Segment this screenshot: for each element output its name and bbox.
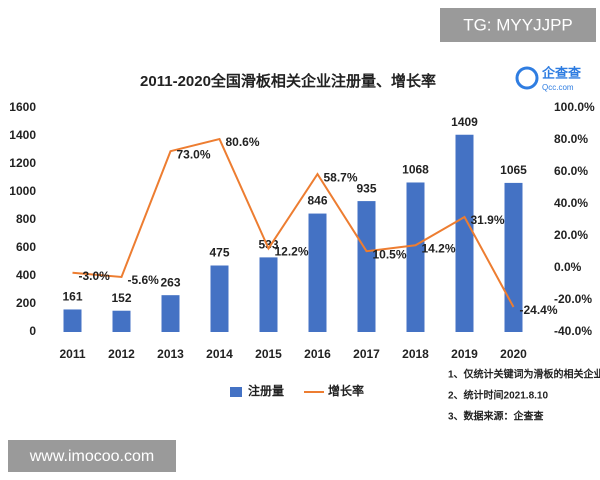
y-tick-label: 200 bbox=[16, 296, 36, 310]
data-label: 475 bbox=[209, 246, 229, 260]
x-tick-label: 2018 bbox=[402, 347, 429, 361]
y-tick-label: 1000 bbox=[9, 184, 36, 198]
data-label: 846 bbox=[307, 194, 327, 208]
y2-tick-label: -20.0% bbox=[554, 292, 592, 306]
bar bbox=[357, 201, 376, 332]
note: 2、统计时间2021.8.10 bbox=[448, 389, 548, 402]
note: 1、仅统计关键词为滑板的相关企业 bbox=[448, 368, 600, 381]
watermark: www.imocoo.com bbox=[29, 448, 154, 465]
bar bbox=[112, 310, 131, 332]
bar bbox=[63, 309, 82, 332]
data-label: 12.2% bbox=[275, 245, 309, 259]
logo-subtext: Qcc.com bbox=[542, 83, 574, 92]
watermark-box bbox=[8, 440, 176, 472]
y-tick-label: 1400 bbox=[9, 128, 36, 142]
bar bbox=[455, 134, 474, 332]
legend-key bbox=[230, 387, 242, 397]
data-label: 10.5% bbox=[373, 247, 407, 261]
x-tick-label: 2017 bbox=[353, 347, 380, 361]
logo-text: 企查查 bbox=[541, 65, 582, 80]
y2-tick-label: 60.0% bbox=[554, 164, 588, 178]
note: 3、数据来源：企查查 bbox=[448, 410, 545, 423]
y2-tick-label: 40.0% bbox=[554, 196, 588, 210]
y-tick-label: 800 bbox=[16, 212, 36, 226]
bar bbox=[161, 295, 180, 332]
y2-tick-label: 20.0% bbox=[554, 228, 588, 242]
x-tick-label: 2013 bbox=[157, 347, 184, 361]
chart-title: 2011-2020全国滑板相关企业注册量、增长率 bbox=[140, 72, 436, 90]
data-label: 58.7% bbox=[324, 170, 358, 184]
data-label: 1409 bbox=[451, 115, 478, 129]
data-label: 80.6% bbox=[226, 135, 260, 149]
y-tick-label: 1200 bbox=[9, 156, 36, 170]
y2-tick-label: 0.0% bbox=[554, 260, 582, 274]
y-tick-label: 0 bbox=[29, 324, 36, 338]
data-label: -24.4% bbox=[520, 303, 558, 317]
bar bbox=[210, 265, 229, 332]
x-tick-label: 2012 bbox=[108, 347, 135, 361]
x-tick-label: 2014 bbox=[206, 347, 233, 361]
data-label: 161 bbox=[62, 290, 82, 304]
watermark: TG: MYYJJPP bbox=[463, 15, 573, 34]
x-tick-label: 2019 bbox=[451, 347, 478, 361]
x-tick-label: 2011 bbox=[59, 347, 85, 361]
data-label: 1068 bbox=[402, 163, 429, 177]
data-label: -3.0% bbox=[79, 269, 111, 283]
legend-label: 注册量 bbox=[248, 383, 284, 398]
x-tick-label: 2015 bbox=[255, 347, 282, 361]
data-label: 31.9% bbox=[471, 213, 505, 227]
data-label: -5.6% bbox=[128, 273, 160, 287]
bar bbox=[406, 182, 425, 332]
logo-icon bbox=[515, 66, 539, 90]
data-label: 152 bbox=[111, 291, 131, 305]
data-label: 73.0% bbox=[177, 147, 211, 161]
y-tick-label: 400 bbox=[16, 268, 36, 282]
data-label: 1065 bbox=[500, 163, 527, 177]
data-label: 935 bbox=[356, 181, 376, 195]
bar bbox=[259, 257, 278, 332]
data-label: 263 bbox=[160, 275, 180, 289]
x-tick-label: 2020 bbox=[500, 347, 527, 361]
y2-tick-label: -40.0% bbox=[554, 324, 592, 338]
bar bbox=[308, 213, 327, 332]
y2-tick-label: 80.0% bbox=[554, 132, 588, 146]
legend-label: 增长率 bbox=[328, 383, 364, 398]
line bbox=[72, 137, 515, 308]
y2-tick-label: 100.0% bbox=[554, 100, 595, 114]
y-tick-label: 600 bbox=[16, 240, 36, 254]
watermark-box bbox=[440, 8, 596, 42]
y-tick-label: 1600 bbox=[9, 100, 36, 114]
bar bbox=[504, 182, 523, 332]
data-label: 14.2% bbox=[422, 241, 456, 255]
x-tick-label: 2016 bbox=[304, 347, 331, 361]
